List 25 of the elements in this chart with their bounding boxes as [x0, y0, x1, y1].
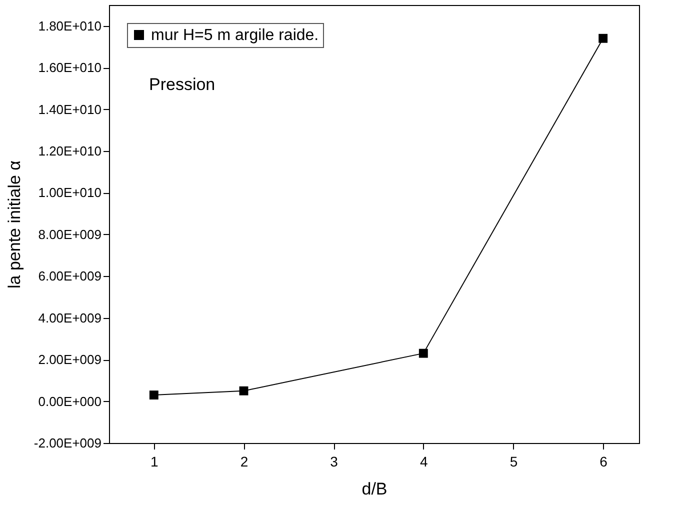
y-tick-label: 6.00E+009 — [38, 268, 102, 284]
y-tick-label: 2.00E+009 — [38, 352, 102, 368]
y-tick-label: 4.00E+009 — [38, 310, 102, 326]
y-axis-title: la pente initiale α — [4, 160, 24, 288]
x-axis-title: d/B — [362, 480, 388, 498]
x-tick-label: 3 — [330, 454, 338, 470]
point — [149, 390, 158, 400]
y-tick-label: 1.00E+010 — [38, 185, 102, 200]
y-tick-label: 1.60E+010 — [38, 60, 102, 76]
x-tick-label: 6 — [600, 454, 608, 470]
point — [239, 386, 248, 396]
y-tick-label: 1.40E+010 — [38, 102, 102, 117]
y-tick-label: -2.00E+009 — [34, 436, 102, 450]
legend-label: mur H=5 m argile raide. — [151, 27, 319, 44]
x-tick-label: 4 — [420, 454, 428, 470]
x-tick-label: 2 — [240, 454, 248, 470]
y-tick-label: 1.20E+010 — [38, 144, 102, 158]
y-tick-label: 0.00E+000 — [38, 394, 102, 409]
y-tick-label: 1.80E+010 — [38, 18, 102, 34]
x-tick-label: 5 — [510, 454, 518, 470]
y-tick-label: 8.00E+009 — [38, 226, 102, 242]
point — [598, 34, 608, 43]
point — [418, 348, 428, 358]
annotation: Pression — [149, 75, 216, 94]
x-tick-label: 1 — [150, 454, 159, 470]
